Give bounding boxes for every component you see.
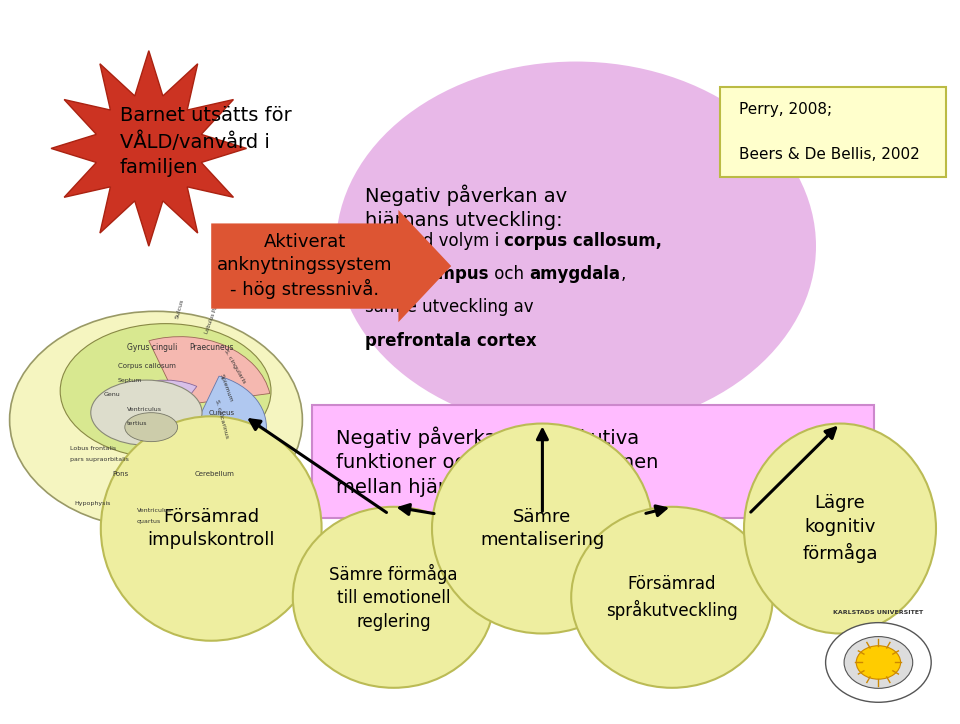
- Circle shape: [844, 636, 913, 689]
- Text: Cuneus: Cuneus: [209, 410, 235, 416]
- Ellipse shape: [432, 424, 653, 634]
- Text: Corpus callosum: Corpus callosum: [117, 363, 176, 369]
- Polygon shape: [51, 51, 247, 246]
- Text: corpus callosum,: corpus callosum,: [504, 232, 662, 250]
- Ellipse shape: [744, 424, 936, 634]
- Text: pars supraorbitalis: pars supraorbitalis: [70, 458, 129, 462]
- Text: Spiemum: Spiemum: [219, 373, 233, 403]
- Ellipse shape: [571, 507, 773, 688]
- Text: Hypophysis: Hypophysis: [75, 501, 110, 505]
- Text: Lobus frontalis: Lobus frontalis: [70, 447, 116, 451]
- Text: hippocampus: hippocampus: [365, 265, 490, 283]
- Ellipse shape: [336, 62, 816, 431]
- Text: Försämrad
språkutveckling: Försämrad språkutveckling: [606, 575, 738, 620]
- Text: Septum: Septum: [117, 378, 142, 382]
- Text: och: och: [490, 265, 530, 283]
- Text: Pons: Pons: [113, 471, 129, 477]
- Text: Sämre
mentalisering: Sämre mentalisering: [480, 508, 605, 550]
- Text: amygdala: amygdala: [530, 265, 620, 283]
- Circle shape: [826, 623, 931, 702]
- Text: tertius: tertius: [127, 421, 148, 426]
- Ellipse shape: [10, 311, 302, 529]
- Ellipse shape: [91, 380, 202, 445]
- Text: Lobulus Paracentralis: Lobulus Paracentralis: [204, 277, 228, 334]
- Ellipse shape: [125, 413, 178, 442]
- Text: Barnet utsätts för
VÅLD/vanvård i
familjen: Barnet utsätts för VÅLD/vanvård i familj…: [120, 106, 292, 177]
- Wedge shape: [118, 380, 197, 427]
- Text: Negativ påverkan av
hjärnans utveckling:: Negativ påverkan av hjärnans utveckling:: [365, 185, 567, 230]
- Ellipse shape: [101, 416, 322, 641]
- Circle shape: [856, 646, 900, 679]
- Ellipse shape: [293, 507, 494, 688]
- Text: quartus: quartus: [137, 519, 161, 523]
- Text: Minskad volym i: Minskad volym i: [365, 232, 504, 250]
- Text: S. calcarinus: S. calcarinus: [213, 399, 228, 439]
- Ellipse shape: [60, 324, 271, 458]
- Text: Perry, 2008;

Beers & De Bellis, 2002: Perry, 2008; Beers & De Bellis, 2002: [739, 102, 920, 162]
- Text: Lägre
kognitiv
förmåga: Lägre kognitiv förmåga: [803, 494, 877, 563]
- Text: Sulcus: Sulcus: [175, 298, 185, 319]
- Text: prefrontala cortex: prefrontala cortex: [365, 332, 537, 350]
- Text: Genu: Genu: [104, 392, 120, 397]
- Text: Gyrus cinguli: Gyrus cinguli: [127, 343, 178, 352]
- FancyBboxPatch shape: [720, 87, 946, 177]
- Text: Ventriculus: Ventriculus: [137, 508, 172, 513]
- Text: Praecuneus: Praecuneus: [190, 343, 234, 352]
- Text: Aktiverat
anknytningssystem
- hög stressnivå.: Aktiverat anknytningssystem - hög stress…: [217, 233, 393, 299]
- Text: Negativ påverkan på exekutiva
funktioner och kommunikationen
mellan hjärnhalvorn: Negativ påverkan på exekutiva funktioner…: [336, 426, 659, 497]
- Text: sämre utveckling av: sämre utveckling av: [365, 298, 534, 316]
- FancyBboxPatch shape: [312, 405, 874, 518]
- Ellipse shape: [154, 460, 235, 503]
- Text: Försämrad
impulskontroll: Försämrad impulskontroll: [148, 508, 275, 550]
- Ellipse shape: [132, 466, 170, 498]
- Text: Sämre förmåga
till emotionell
reglering: Sämre förmåga till emotionell reglering: [329, 564, 458, 631]
- Text: KARLSTADS UNIVERSITET: KARLSTADS UNIVERSITET: [833, 610, 924, 615]
- Wedge shape: [194, 376, 266, 437]
- Text: ,: ,: [620, 265, 626, 283]
- Polygon shape: [211, 210, 451, 322]
- Text: S. cingularis: S. cingularis: [223, 349, 247, 384]
- Wedge shape: [149, 337, 270, 405]
- Text: Ventriculus: Ventriculus: [127, 407, 162, 411]
- Text: Cerebellum: Cerebellum: [194, 471, 234, 477]
